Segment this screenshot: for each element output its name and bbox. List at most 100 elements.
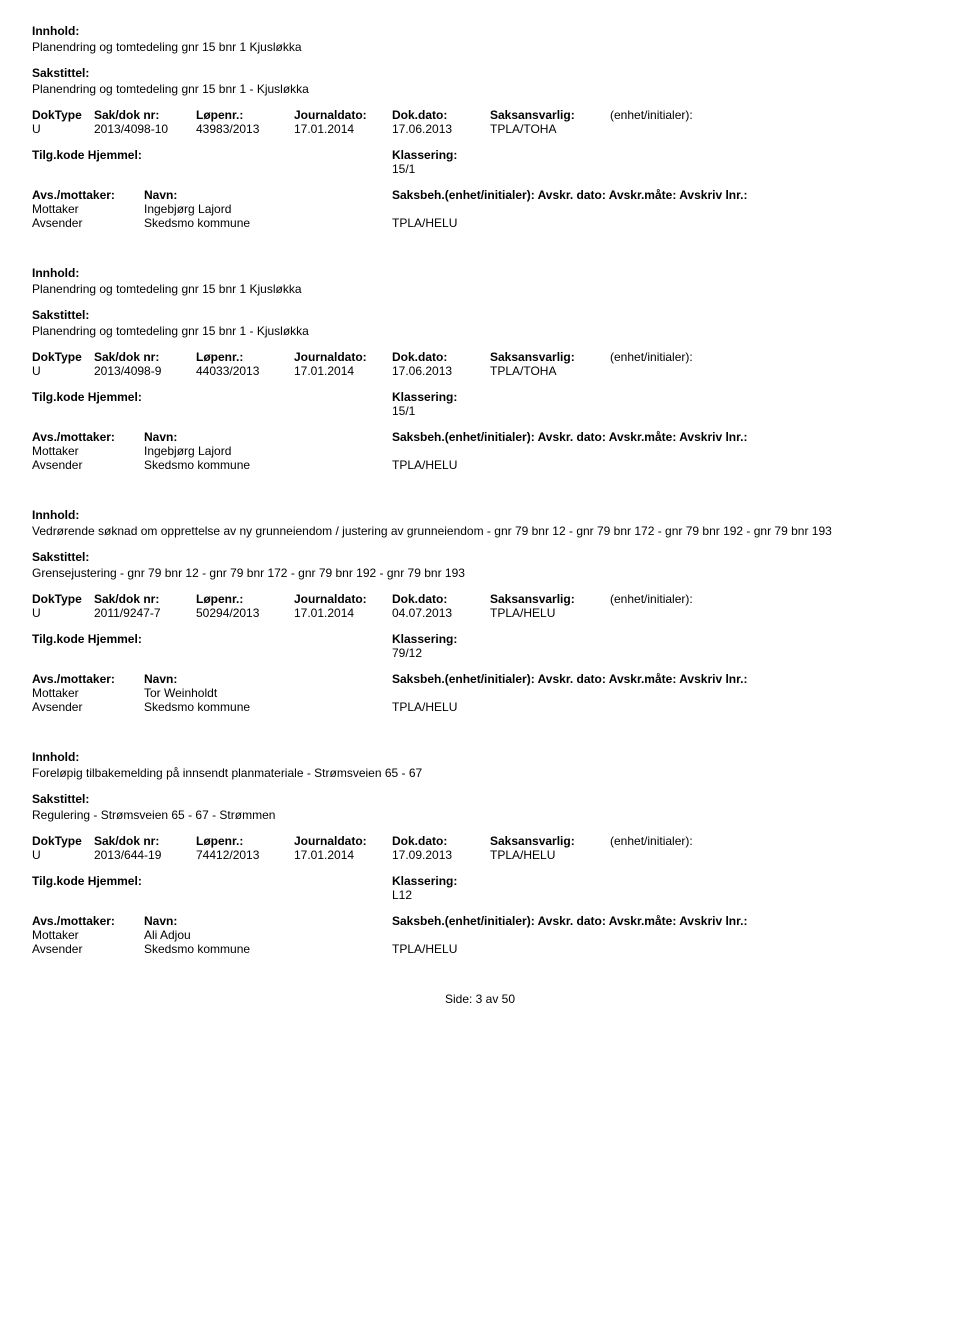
journal-record: Innhold: Foreløpig tilbakemelding på inn… xyxy=(32,750,928,956)
saksansvarlig-value: TPLA/HELU xyxy=(490,606,610,620)
dokdato-value: 17.06.2013 xyxy=(392,122,490,136)
saksbeh-label: Saksbeh.(enhet/initialer): Avskr. dato: … xyxy=(392,914,928,928)
saksansvarlig-label: Saksansvarlig: xyxy=(490,108,610,122)
journaldato-value: 17.01.2014 xyxy=(294,848,392,862)
klassering-value: 15/1 xyxy=(392,404,588,418)
innhold-text: Foreløpig tilbakemelding på innsendt pla… xyxy=(32,766,928,780)
sakstittel-text: Planendring og tomtedeling gnr 15 bnr 1 … xyxy=(32,82,928,96)
navn-label: Navn: xyxy=(144,914,392,928)
avsmottaker-label: Avs./mottaker: xyxy=(32,914,144,928)
hjemmel-label: Hjemmel: xyxy=(88,148,142,162)
klassering-label: Klassering: xyxy=(392,390,588,404)
sakdoknr-value: 2013/4098-10 xyxy=(94,122,196,136)
klassering-value: L12 xyxy=(392,888,588,902)
journaldato-label: Journaldato: xyxy=(294,834,392,848)
innhold-label: Innhold: xyxy=(32,508,928,522)
mottaker-navn: Tor Weinholdt xyxy=(144,686,392,700)
avsmottaker-label: Avs./mottaker: xyxy=(32,430,144,444)
doktype-value: U xyxy=(32,364,94,378)
saksbeh-label: Saksbeh.(enhet/initialer): Avskr. dato: … xyxy=(392,188,928,202)
navn-label: Navn: xyxy=(144,430,392,444)
tilgkode-label: Tilg.kode xyxy=(32,390,84,404)
journaldato-value: 17.01.2014 xyxy=(294,606,392,620)
journaldato-label: Journaldato: xyxy=(294,108,392,122)
enhet-label: (enhet/initialer): xyxy=(610,350,928,364)
doktype-label: DokType xyxy=(32,834,94,848)
dokdato-label: Dok.dato: xyxy=(392,350,490,364)
avsender-navn: Skedsmo kommune xyxy=(144,458,392,472)
sakstittel-text: Planendring og tomtedeling gnr 15 bnr 1 … xyxy=(32,324,928,338)
innhold-text: Planendring og tomtedeling gnr 15 bnr 1 … xyxy=(32,40,928,54)
saksansvarlig-label: Saksansvarlig: xyxy=(490,834,610,848)
mottaker-navn: Ali Adjou xyxy=(144,928,392,942)
dokdato-label: Dok.dato: xyxy=(392,592,490,606)
avsender-navn: Skedsmo kommune xyxy=(144,942,392,956)
lopenr-label: Løpenr.: xyxy=(196,108,294,122)
sakdoknr-label: Sak/dok nr: xyxy=(94,108,196,122)
dokdato-value: 04.07.2013 xyxy=(392,606,490,620)
enhet-label: (enhet/initialer): xyxy=(610,834,928,848)
saksbeh-label: Saksbeh.(enhet/initialer): Avskr. dato: … xyxy=(392,430,928,444)
journaldato-label: Journaldato: xyxy=(294,592,392,606)
journaldato-label: Journaldato: xyxy=(294,350,392,364)
enhet-label: (enhet/initialer): xyxy=(610,108,928,122)
avsmottaker-label: Avs./mottaker: xyxy=(32,188,144,202)
dokdato-label: Dok.dato: xyxy=(392,834,490,848)
mottaker-label: Mottaker xyxy=(32,202,144,216)
hjemmel-label: Hjemmel: xyxy=(88,632,142,646)
avsender-navn: Skedsmo kommune xyxy=(144,216,392,230)
mottaker-label: Mottaker xyxy=(32,686,144,700)
saksbeh-unit: TPLA/HELU xyxy=(392,700,928,714)
tilgkode-label: Tilg.kode xyxy=(32,632,84,646)
sakdoknr-label: Sak/dok nr: xyxy=(94,592,196,606)
sakdoknr-value: 2011/9247-7 xyxy=(94,606,196,620)
avsender-label: Avsender xyxy=(32,700,144,714)
mottaker-navn: Ingebjørg Lajord xyxy=(144,202,392,216)
saksansvarlig-label: Saksansvarlig: xyxy=(490,350,610,364)
avsender-label: Avsender xyxy=(32,216,144,230)
lopenr-value: 44033/2013 xyxy=(196,364,294,378)
lopenr-value: 43983/2013 xyxy=(196,122,294,136)
sakdoknr-value: 2013/4098-9 xyxy=(94,364,196,378)
saksbeh-label: Saksbeh.(enhet/initialer): Avskr. dato: … xyxy=(392,672,928,686)
tilgkode-label: Tilg.kode xyxy=(32,874,84,888)
saksbeh-unit: TPLA/HELU xyxy=(392,942,928,956)
saksansvarlig-value: TPLA/TOHA xyxy=(490,122,610,136)
sakdoknr-value: 2013/644-19 xyxy=(94,848,196,862)
lopenr-value: 74412/2013 xyxy=(196,848,294,862)
hjemmel-label: Hjemmel: xyxy=(88,390,142,404)
avsmottaker-label: Avs./mottaker: xyxy=(32,672,144,686)
journaldato-value: 17.01.2014 xyxy=(294,364,392,378)
enhet-label: (enhet/initialer): xyxy=(610,592,928,606)
sakstittel-text: Regulering - Strømsveien 65 - 67 - Strøm… xyxy=(32,808,928,822)
navn-label: Navn: xyxy=(144,188,392,202)
innhold-label: Innhold: xyxy=(32,266,928,280)
journal-record: Innhold: Vedrørende søknad om opprettels… xyxy=(32,508,928,714)
sakdoknr-label: Sak/dok nr: xyxy=(94,350,196,364)
doktype-label: DokType xyxy=(32,592,94,606)
doktype-label: DokType xyxy=(32,108,94,122)
saksbeh-unit: TPLA/HELU xyxy=(392,458,928,472)
klassering-label: Klassering: xyxy=(392,148,588,162)
avsender-navn: Skedsmo kommune xyxy=(144,700,392,714)
lopenr-label: Løpenr.: xyxy=(196,350,294,364)
saksansvarlig-value: TPLA/TOHA xyxy=(490,364,610,378)
dokdato-value: 17.09.2013 xyxy=(392,848,490,862)
innhold-text: Vedrørende søknad om opprettelse av ny g… xyxy=(32,524,928,538)
lopenr-label: Løpenr.: xyxy=(196,592,294,606)
doktype-value: U xyxy=(32,606,94,620)
innhold-label: Innhold: xyxy=(32,24,928,38)
mottaker-label: Mottaker xyxy=(32,928,144,942)
tilgkode-label: Tilg.kode xyxy=(32,148,84,162)
sakstittel-label: Sakstittel: xyxy=(32,550,928,564)
sakstittel-label: Sakstittel: xyxy=(32,308,928,322)
lopenr-label: Løpenr.: xyxy=(196,834,294,848)
avsender-label: Avsender xyxy=(32,458,144,472)
doktype-value: U xyxy=(32,122,94,136)
avsender-label: Avsender xyxy=(32,942,144,956)
saksansvarlig-label: Saksansvarlig: xyxy=(490,592,610,606)
mottaker-navn: Ingebjørg Lajord xyxy=(144,444,392,458)
innhold-text: Planendring og tomtedeling gnr 15 bnr 1 … xyxy=(32,282,928,296)
navn-label: Navn: xyxy=(144,672,392,686)
sakdoknr-label: Sak/dok nr: xyxy=(94,834,196,848)
